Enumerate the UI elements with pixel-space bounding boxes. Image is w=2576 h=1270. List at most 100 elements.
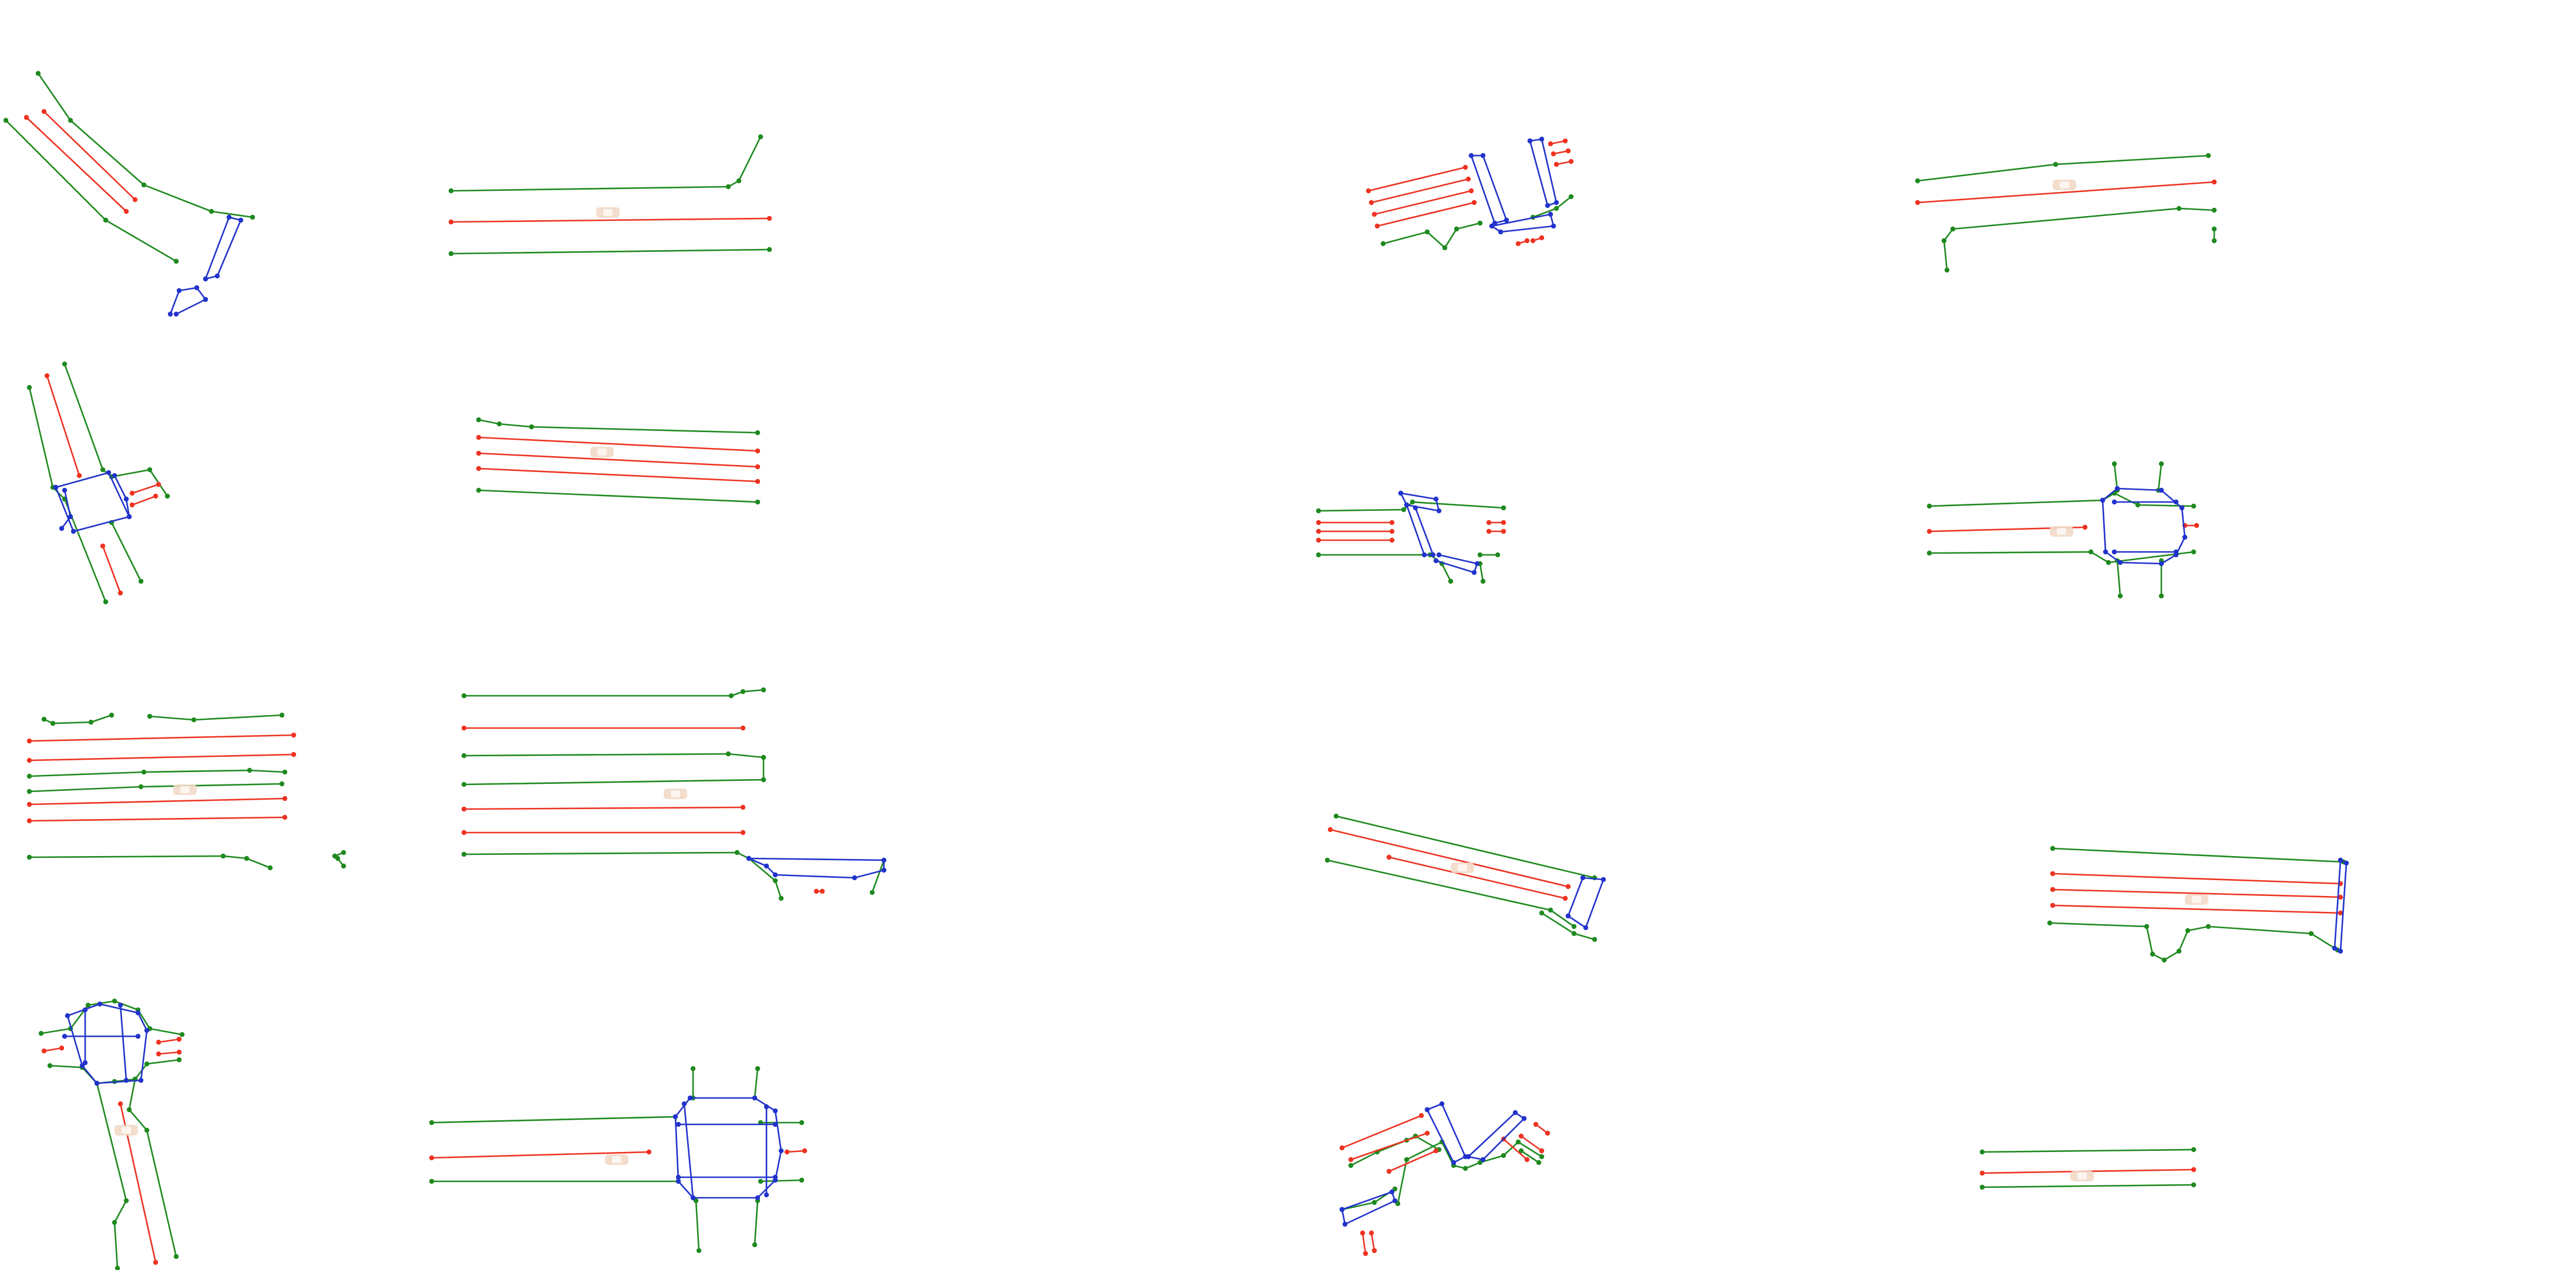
road-boundary-p2-0-vertex-0: [448, 188, 454, 194]
lane-divider-p2-0-line: [450, 217, 771, 223]
ped-crossing-p3-1-vertex-1: [1539, 136, 1545, 142]
ego-vehicle-cabin: [2077, 1173, 2087, 1180]
road-boundary-p10-5-vertex-1: [869, 890, 875, 895]
lane-divider-p10-2-vertex-0: [461, 830, 467, 836]
lane-divider-p2-0-vertex-1: [766, 215, 772, 221]
road-boundary-p4-1-vertex-4: [2211, 207, 2217, 213]
lane-divider-p9-2-vertex-0: [26, 801, 32, 807]
lane-divider-p6-1-line: [477, 452, 759, 468]
ped-crossing-p7-1: [1404, 502, 1436, 558]
road-boundary-p8-2-vertex-1: [2111, 461, 2117, 467]
ped-crossing-p8-0-vertex-7: [2117, 560, 2123, 565]
ped-crossing-p5-2: [112, 473, 132, 520]
ped-crossing-p3-2-vertex-4: [1489, 223, 1495, 229]
lane-divider-p3-0-vertex-1: [1462, 164, 1468, 170]
ped-crossing-p7-2-vertex-1: [1471, 570, 1477, 575]
ped-crossing-p7-1-vertex-3: [1413, 505, 1418, 511]
lane-divider-p9-0-line: [28, 734, 295, 742]
ped-crossing-p14-0-vertex-9: [672, 1114, 678, 1120]
road-boundary-p4-2: [2211, 226, 2217, 244]
road-boundary-p9-4-vertex-2: [244, 855, 250, 861]
road-boundary-p8-0-vertex-3: [2135, 502, 2141, 508]
road-boundary-p9-4-vertex-3: [267, 865, 273, 871]
lane-divider-p3-4-vertex-1: [1562, 138, 1568, 144]
lane-divider-p9-3-line: [28, 816, 286, 822]
lane-divider-p15-0: [1339, 1113, 1424, 1151]
ped-crossing-p1-0: [203, 214, 244, 282]
road-boundary-p7-0-vertex-3: [1501, 505, 1506, 511]
ped-crossing-p10-0-vertex-3: [852, 875, 857, 881]
road-boundary-p1-1-vertex-4: [250, 214, 255, 220]
lane-divider-p7-2: [1316, 537, 1395, 543]
road-boundary-p9-0-vertex-3: [109, 712, 115, 718]
road-boundary-p10-3-vertex-0: [761, 754, 766, 760]
ped-crossing-p15-1-vertex-3: [1480, 1157, 1486, 1163]
lane-divider-p6-2-vertex-0: [476, 466, 482, 471]
ego-vehicle-icon: [2185, 894, 2208, 905]
road-boundary-p11-2-vertex-0: [1539, 910, 1545, 916]
road-boundary-p7-0-vertex-0: [1316, 508, 1321, 514]
lane-divider-p13-1-vertex-1: [176, 1036, 182, 1042]
lane-divider-p15-0-vertex-0: [1339, 1145, 1345, 1151]
road-boundary-p7-1-vertex-3: [1448, 578, 1454, 584]
road-boundary-p4-0-vertex-0: [1915, 178, 1921, 184]
ped-crossing-p1-0-vertex-1: [226, 214, 232, 220]
ped-crossing-p5-2-vertex-1: [123, 496, 129, 502]
lane-divider-p3-0-line: [1367, 166, 1467, 192]
map-panel-p11: [1324, 813, 1606, 942]
road-boundary-p9-2: [26, 767, 288, 779]
lane-divider-p3-6-line: [1555, 160, 1572, 166]
lane-divider-p3-6-vertex-1: [1568, 159, 1574, 164]
lane-divider-p1-1-vertex-0: [41, 109, 47, 114]
ped-crossing-p5-1-vertex-0: [62, 487, 68, 493]
ped-crossing-p14-4-vertex-1: [772, 1174, 778, 1180]
lane-divider-p5-2-vertex-1: [156, 481, 162, 487]
lane-divider-p4-0-vertex-0: [1915, 200, 1921, 206]
lane-divider-p3-7-vertex-0: [1515, 241, 1521, 247]
lane-divider-p5-0-vertex-1: [76, 473, 82, 479]
road-boundary-p1-1-vertex-3: [208, 208, 214, 214]
lane-divider-p8-0-vertex-0: [1926, 528, 1932, 534]
road-boundary-p12-1-vertex-7: [2308, 931, 2314, 937]
lane-divider-p12-1-line: [2052, 888, 2342, 898]
lane-divider-p6-0: [476, 434, 761, 454]
road-boundary-p8-4-vertex-1: [2117, 593, 2123, 599]
road-boundary-p3-0-vertex-2: [1442, 245, 1448, 251]
ped-crossing-p5-1: [59, 487, 73, 531]
lane-divider-p1-1-line: [43, 110, 136, 201]
lane-divider-p5-1-vertex-0: [100, 543, 106, 549]
ped-crossing-p3-2-vertex-2: [1551, 223, 1556, 229]
lane-divider-p3-3-vertex-1: [1471, 200, 1477, 206]
ped-crossing-p12-0: [2332, 857, 2349, 954]
lane-divider-p4-0: [1915, 179, 2217, 206]
ped-crossing-p8-1-vertex-1: [2173, 499, 2179, 505]
road-boundary-p13-0-vertex-0: [38, 1030, 44, 1036]
ped-crossing-p7-0-vertex-4: [1398, 490, 1404, 496]
road-boundary-p6-0-vertex-3: [755, 430, 761, 436]
lane-divider-p10-0-vertex-1: [740, 725, 746, 731]
lane-divider-p7-0-vertex-0: [1316, 520, 1321, 525]
ped-crossing-p5-0-vertex-3: [70, 528, 76, 534]
lane-divider-p14-1: [784, 1148, 808, 1155]
road-boundary-p6-0-vertex-2: [529, 424, 534, 430]
road-boundary-p12-1-vertex-2: [2150, 951, 2155, 957]
ped-crossing-p3-1-vertex-4: [1527, 138, 1533, 144]
lane-divider-p11-1-line: [1388, 856, 1566, 900]
lane-divider-p10-0: [461, 725, 746, 731]
ped-crossing-p8-0-vertex-9: [2100, 497, 2106, 503]
road-boundary-p16-0-vertex-0: [1979, 1149, 1985, 1155]
road-boundary-p9-4-line: [28, 855, 271, 869]
road-boundary-p3-0: [1380, 220, 1483, 251]
map-panel-p14: [429, 1066, 808, 1254]
road-boundary-p5-2-line: [110, 521, 142, 582]
lane-divider-p7-0-vertex-1: [1389, 520, 1395, 525]
road-boundary-p9-1-vertex-2: [279, 712, 285, 718]
ped-crossing-p5-1-vertex-1: [68, 514, 73, 520]
road-boundary-p9-3: [26, 781, 285, 794]
lane-divider-p15-7-vertex-0: [1368, 1230, 1374, 1236]
ped-crossing-p1-1-vertex-0: [167, 311, 173, 317]
lane-divider-p2-0: [448, 215, 772, 225]
road-boundary-p11-2-vertex-2: [1592, 937, 1598, 942]
lane-divider-p3-4: [1548, 138, 1568, 147]
lane-divider-p5-0-line: [46, 375, 80, 477]
